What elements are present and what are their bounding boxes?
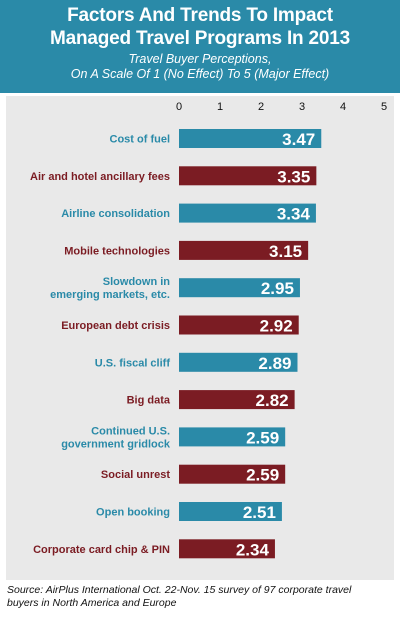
category-label: Airline consolidation [61, 208, 170, 220]
bar [179, 203, 316, 223]
bar [179, 390, 295, 410]
subtitle-line-2: On A Scale Of 1 (No Effect) To 5 (Major … [70, 67, 330, 81]
bar [179, 539, 275, 559]
bar-row: 2.34 Corporate card chip & PIN [33, 539, 275, 559]
category-label: Open booking [96, 507, 170, 519]
bar [179, 427, 286, 447]
category-label: Mobile technologies [64, 245, 170, 257]
source-line-1: Source: AirPlus International Oct. 22-No… [7, 584, 352, 596]
value-label: 2.59 [246, 466, 279, 485]
bar-row: 2.59 Social unrest [101, 464, 286, 485]
axis-tick-label: 3 [299, 101, 305, 113]
bar [179, 464, 286, 484]
value-label: 2.95 [261, 279, 294, 298]
axis-tick-label: 1 [217, 101, 223, 113]
category-label: Cost of fuel [110, 134, 171, 146]
axis-tick-label: 5 [381, 101, 387, 113]
value-label: 3.15 [269, 242, 302, 261]
bar-row: 2.59 Continued U.S.government gridlock [61, 425, 286, 450]
subtitle-line-1: Travel Buyer Perceptions, [128, 52, 272, 66]
value-label: 2.82 [256, 391, 289, 410]
axis-tick-label: 2 [258, 101, 264, 113]
bar [179, 129, 322, 148]
bar-row: 3.15 Mobile technologies [64, 240, 309, 261]
category-label: U.S. fiscal cliff [95, 357, 171, 369]
category-label: Social unrest [101, 469, 170, 481]
source-note: Source: AirPlus International Oct. 22-No… [7, 584, 393, 610]
bar [179, 315, 299, 335]
value-label: 2.92 [260, 317, 293, 336]
bar [179, 278, 300, 298]
value-label: 3.35 [277, 167, 310, 186]
value-label: 2.59 [246, 428, 279, 447]
value-label: 2.89 [258, 354, 291, 373]
chart-title: Factors And Trends To Impact Managed Tra… [0, 0, 400, 50]
category-label: Slowdown in [103, 276, 170, 288]
bar-row: 3.35 Air and hotel ancillary fees [30, 166, 317, 186]
source-line-2: buyers in North America and Europe [7, 597, 177, 609]
bar [179, 352, 298, 372]
bar-row: 2.82 Big data [127, 390, 295, 410]
axis-tick-label: 4 [340, 101, 346, 113]
value-label: 2.34 [236, 540, 270, 559]
value-label: 3.47 [282, 130, 315, 149]
bar [179, 166, 317, 186]
category-label: Big data [127, 395, 171, 407]
title-line-1: Factors And Trends To Impact [67, 5, 333, 26]
category-label: Corporate card chip & PIN [33, 544, 170, 556]
category-label: emerging markets, etc. [50, 289, 170, 301]
bar [179, 502, 282, 521]
value-label: 3.34 [277, 205, 311, 224]
bar-row: 2.51 Open booking [96, 502, 282, 522]
category-label: Continued U.S. [91, 425, 170, 437]
category-label: Air and hotel ancillary fees [30, 171, 170, 183]
header-banner: Factors And Trends To Impact Managed Tra… [0, 0, 400, 93]
bar [179, 240, 309, 260]
bar-row: 2.92 European debt crisis [61, 315, 299, 336]
category-label: European debt crisis [61, 320, 170, 332]
category-label: government gridlock [61, 438, 171, 450]
bar-row: 2.89 U.S. fiscal cliff [95, 352, 298, 373]
axis-tick-label: 0 [176, 101, 182, 113]
value-label: 2.51 [243, 503, 276, 522]
bar-row: 3.34 Airline consolidation [61, 203, 316, 224]
title-line-2: Managed Travel Programs In 2013 [49, 28, 351, 49]
bar-row: 3.47 Cost of fuel [110, 129, 322, 149]
chart-subtitle: Travel Buyer Perceptions, On A Scale Of … [0, 52, 400, 82]
